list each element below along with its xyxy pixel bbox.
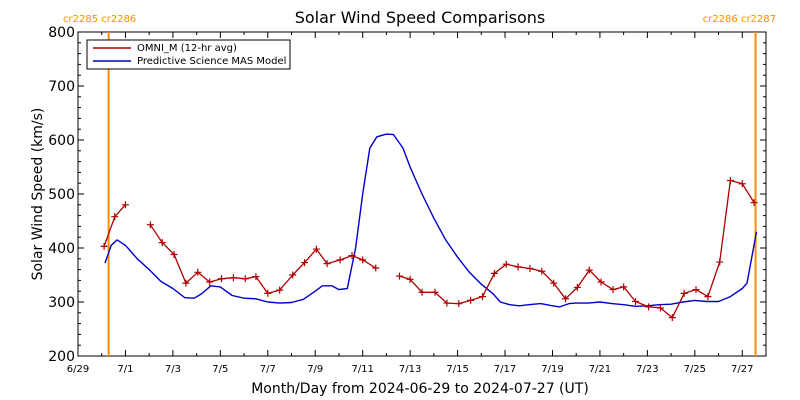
y-tick-label: 400 (48, 241, 75, 257)
omni-point (656, 304, 664, 312)
omni-point (562, 295, 570, 303)
legend-box (86, 39, 291, 70)
legend-label-omni: OMNI_M (12-hr avg) (137, 43, 237, 54)
omni-point (550, 279, 558, 287)
omni-point (301, 259, 309, 267)
x-tick-label: 7/23 (636, 364, 658, 375)
y-axis-label: Solar Wind Speed (km/s) (30, 108, 46, 281)
omni-point (538, 267, 546, 275)
omni-point (406, 275, 414, 283)
x-axis-label: Month/Day from 2024-06-29 to 2024-07-27 … (251, 381, 589, 397)
omni-point (100, 242, 108, 250)
omni-point (336, 256, 344, 264)
omni-point (182, 279, 190, 287)
omni-point (264, 289, 272, 297)
x-tick-label: 7/5 (212, 364, 228, 375)
omni-point (443, 299, 451, 307)
omni-point (478, 293, 486, 301)
omni-point (359, 256, 367, 264)
legend-label-model: Predictive Science MAS Model (137, 56, 286, 67)
omni-point (229, 274, 237, 282)
omni-point (252, 273, 260, 281)
series-line-model (104, 133, 758, 308)
omni-point (170, 250, 178, 258)
x-tick-label: 7/17 (494, 364, 516, 375)
y-tick-label: 200 (48, 349, 75, 365)
series-layer (100, 133, 758, 322)
omni-point (632, 297, 640, 305)
omni-point (620, 283, 628, 291)
legend: OMNI_M (12-hr avg) Predictive Science MA… (86, 39, 291, 70)
omni-point (146, 221, 154, 229)
x-tick-label: 7/21 (589, 364, 611, 375)
x-tick-label: 7/13 (399, 364, 421, 375)
x-tick-label: 7/1 (117, 364, 133, 375)
x-tick-label: 7/15 (446, 364, 468, 375)
omni-point (668, 314, 676, 322)
omni-point (573, 283, 581, 291)
series-line-omni (149, 224, 377, 295)
omni-point (597, 278, 605, 286)
omni-point (323, 260, 331, 268)
omni-point (218, 275, 226, 283)
omni-point (514, 263, 522, 271)
omni-point (206, 278, 214, 286)
omni-point (716, 258, 724, 266)
omni-point (348, 252, 356, 260)
y-tick-label: 700 (48, 79, 75, 95)
x-tick-label: 7/3 (165, 364, 181, 375)
x-tick-label: 6/29 (67, 364, 89, 375)
omni-point (750, 199, 758, 207)
y-tick-label: 600 (48, 133, 75, 149)
omni-point (726, 177, 734, 184)
rotation-marker-label: cr2286 cr2287 (703, 14, 776, 25)
x-tick-label: 7/25 (684, 364, 706, 375)
chart-title: Solar Wind Speed Comparisons (295, 8, 546, 27)
omni-point (738, 180, 746, 188)
omni-point (121, 201, 129, 209)
x-tick-label: 7/11 (351, 364, 373, 375)
omni-point (276, 286, 284, 294)
omni-point (312, 245, 320, 253)
omni-point (609, 286, 617, 294)
x-tick-label: 7/27 (731, 364, 753, 375)
omni-point (526, 265, 534, 273)
omni-point (585, 266, 593, 274)
omni-point (431, 288, 439, 296)
omni-point (455, 300, 463, 308)
x-tick-label: 7/9 (307, 364, 323, 375)
omni-point (289, 271, 297, 279)
omni-point (194, 268, 202, 276)
omni-point (418, 288, 426, 296)
x-tick-label: 7/7 (260, 364, 276, 375)
omni-point (645, 303, 653, 311)
omni-point (158, 239, 166, 247)
y-tick-label: 500 (48, 187, 75, 203)
omni-point (467, 296, 475, 304)
y-tick-label: 800 (48, 25, 75, 41)
omni-point (680, 289, 688, 297)
omni-point (372, 264, 380, 272)
omni-point (490, 269, 498, 277)
series-line-omni (103, 204, 126, 247)
axes-layer: 200 300 400 500 600 700 800 6/29 7/1 7/3 7/5 7/7 7/9… (48, 14, 776, 375)
omni-point (111, 213, 119, 221)
omni-point (692, 286, 700, 294)
rotation-marker-label: cr2285 cr2286 (63, 14, 136, 25)
omni-point (395, 272, 403, 280)
omni-point (502, 260, 510, 268)
omni-point (704, 293, 712, 301)
omni-point (241, 275, 249, 283)
x-tick-label: 7/19 (541, 364, 563, 375)
y-tick-label: 300 (48, 295, 75, 311)
